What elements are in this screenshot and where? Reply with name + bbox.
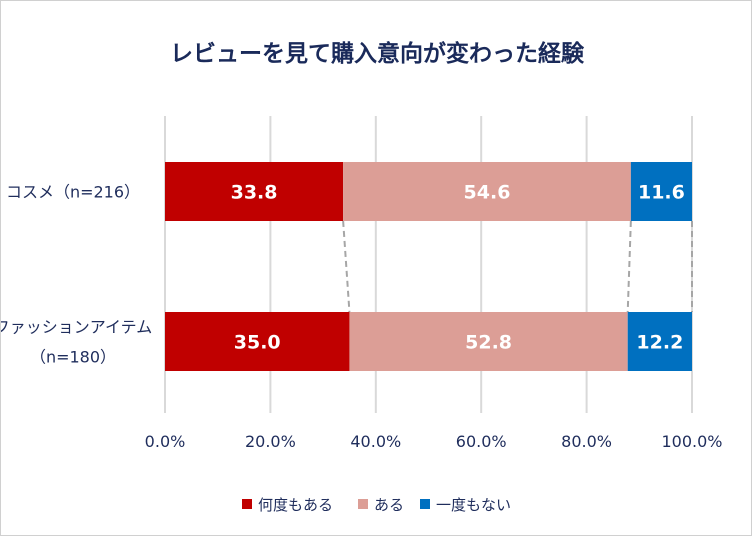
x-tick-label: 100.0% (661, 432, 722, 451)
bar-segment (349, 312, 628, 371)
legend-label: 何度もある (258, 496, 333, 514)
legend-label: 一度もない (436, 496, 511, 514)
data-label: 33.8 (231, 182, 278, 204)
legend-label: ある (374, 496, 404, 514)
bar-segment (343, 162, 631, 221)
category-label: （n=180） (30, 348, 116, 367)
x-tick-label: 80.0% (561, 432, 612, 451)
legend-swatch (420, 499, 430, 509)
data-label: 11.6 (638, 182, 685, 204)
category-label: コスメ（n=216） (6, 183, 140, 202)
legend-swatch (358, 499, 368, 509)
bar-segment (165, 162, 344, 221)
data-label: 35.0 (234, 332, 281, 354)
x-tick-label: 20.0% (245, 432, 296, 451)
series-line (626, 220, 632, 313)
category-label: ファッションアイテム (1, 318, 152, 337)
bar-segment (627, 312, 692, 371)
chart-title: レビューを見て購入意向が変わった経験 (170, 40, 585, 67)
x-tick-label: 40.0% (350, 432, 401, 451)
legend-swatch (242, 499, 252, 509)
bar-segment (630, 162, 692, 221)
x-tick-label: 60.0% (456, 432, 507, 451)
data-label: 54.6 (464, 182, 511, 204)
data-label: 52.8 (465, 332, 512, 354)
bar-segment (165, 312, 350, 371)
data-label: 12.2 (636, 332, 683, 354)
series-line (342, 220, 351, 313)
x-tick-label: 0.0% (145, 432, 186, 451)
